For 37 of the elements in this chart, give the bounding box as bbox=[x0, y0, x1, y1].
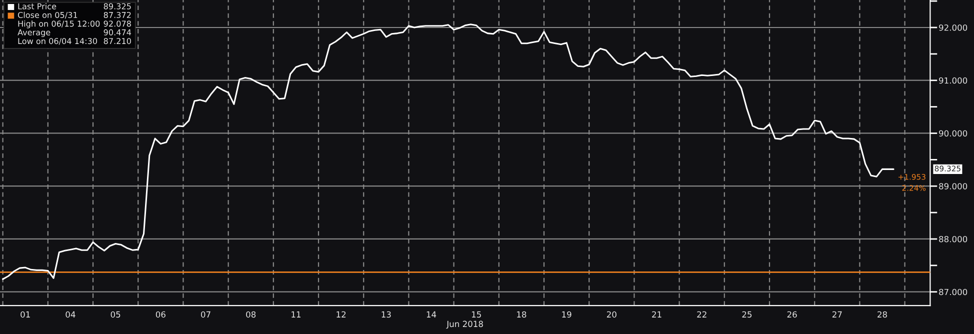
y-tick-label: 91.000 bbox=[939, 77, 968, 84]
x-tick-label: 14 bbox=[426, 311, 436, 318]
x-tick-label: 04 bbox=[66, 311, 76, 318]
x-tick-label: 15 bbox=[472, 311, 481, 318]
y-tick-label: 88.000 bbox=[939, 236, 968, 242]
x-tick-label: 26 bbox=[787, 311, 797, 318]
annotation: 90.474 bbox=[104, 29, 132, 36]
x-tick-label: 05 bbox=[110, 311, 120, 318]
annotation: 87.372 bbox=[104, 12, 131, 18]
x-tick-label: 27 bbox=[832, 311, 842, 318]
x-tick-label: 22 bbox=[697, 311, 706, 318]
annotation: High on 06/15 12:00 bbox=[18, 20, 100, 28]
annotation: 89.325 bbox=[104, 3, 131, 10]
legend-label: Last Price bbox=[18, 3, 56, 10]
y-tick-label: 90.000 bbox=[939, 130, 968, 137]
annotation: Low on 06/04 14:30 bbox=[18, 38, 98, 45]
x-tick-label: 20 bbox=[606, 311, 616, 318]
x-tick-label: 01 bbox=[20, 311, 30, 318]
annotation: Average bbox=[18, 29, 50, 37]
y-tick-label: 92.000 bbox=[939, 24, 968, 31]
x-tick-label: 11 bbox=[292, 311, 300, 318]
x-axis-title: Jun 2018 bbox=[446, 320, 483, 329]
x-tick-label: 13 bbox=[382, 311, 391, 318]
x-tick-label: 08 bbox=[246, 311, 256, 318]
annotation: 92.078 bbox=[104, 20, 131, 27]
x-tick-label: 18 bbox=[517, 311, 526, 318]
x-tick-label: 12 bbox=[336, 311, 346, 318]
annotation: 87.210 bbox=[104, 38, 131, 44]
legend-label: Close on 05/31 bbox=[18, 12, 78, 19]
x-tick-label: 28 bbox=[878, 311, 887, 318]
y-tick-label: 87.000 bbox=[939, 288, 968, 296]
x-tick-label: 19 bbox=[562, 311, 572, 318]
y-tick-label: 89.000 bbox=[939, 183, 968, 190]
x-tick-label: 25 bbox=[742, 311, 752, 318]
x-tick-label: 07 bbox=[201, 311, 210, 318]
x-tick-label: 21 bbox=[652, 311, 662, 318]
x-tick-label: 06 bbox=[156, 311, 166, 318]
